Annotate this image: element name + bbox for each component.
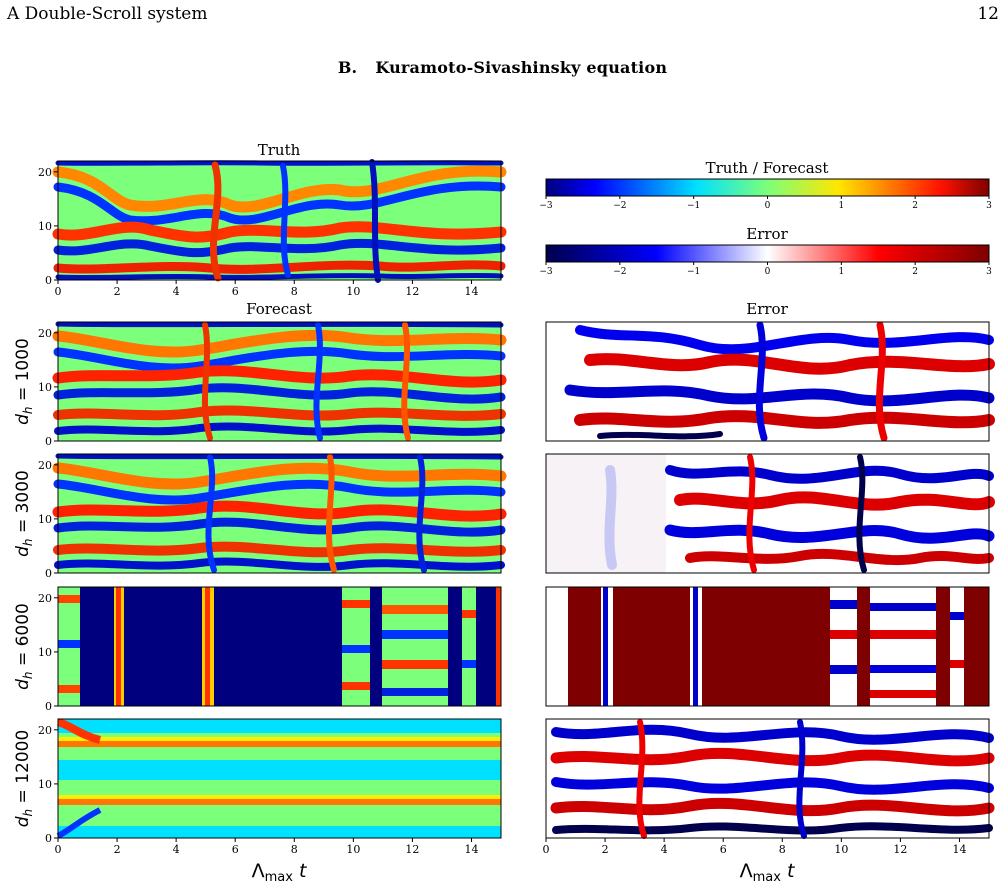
- y-tick-label: 20: [38, 592, 52, 605]
- y-tick-label: 0: [45, 274, 52, 287]
- truth-title: Truth: [258, 141, 301, 159]
- x-tick-label: 4: [173, 843, 180, 856]
- section-label: B.: [337, 58, 358, 77]
- y-tick-label: 10: [38, 220, 52, 233]
- error-panel-3000: [545, 453, 995, 574]
- colorbar-tick-label: 0: [765, 201, 771, 211]
- error-panel-6000: [545, 586, 990, 707]
- x-tick-label: 12: [405, 843, 419, 856]
- x-tick-label: 12: [405, 285, 419, 298]
- x-tick-label: 8: [291, 843, 298, 856]
- x-tick-label: 10: [346, 285, 360, 298]
- x-tick-label: 4: [661, 843, 668, 856]
- y-tick-label: 20: [38, 327, 52, 340]
- y-tick-label: 0: [45, 567, 52, 580]
- colorbar-tick-label: −3: [539, 267, 553, 277]
- section-title: Kuramoto-Sivashinsky equation: [375, 58, 668, 77]
- y-tick-label: 10: [38, 778, 52, 791]
- x-tick-label: 0: [55, 843, 62, 856]
- x-tick-label: 10: [346, 843, 360, 856]
- x-tick-label: 14: [952, 843, 966, 856]
- y-tick-label: 0: [45, 435, 52, 448]
- x-label-left: Λmax t: [252, 860, 308, 885]
- colorbar-tick-label: 0: [765, 267, 771, 277]
- x-tick-label: 2: [114, 285, 121, 298]
- colorbar-truth-ticks: −3 −2 −1 0 1 2 3: [539, 196, 992, 211]
- x-tick-label: 8: [779, 843, 786, 856]
- colorbar-truth-title: Truth / Forecast: [706, 159, 829, 177]
- colorbar-error: [545, 244, 990, 263]
- x-tick-label: 6: [232, 285, 239, 298]
- y-tick-label: 0: [45, 832, 52, 845]
- colorbar-tick-label: −2: [613, 201, 626, 211]
- x-tick-label: 2: [114, 843, 121, 856]
- x-tick-label: 4: [173, 285, 180, 298]
- y-tick-label: 20: [38, 724, 52, 737]
- colorbar-tick-label: 2: [912, 267, 918, 277]
- row-label: dh = 12000: [13, 730, 35, 828]
- forecast-panel-6000: [57, 586, 502, 707]
- forecast-panel-12000: [56, 718, 502, 839]
- forecast-panel-3000: [52, 453, 507, 574]
- x-tick-label: 0: [55, 285, 62, 298]
- x-tick-label: 10: [834, 843, 848, 856]
- truth-panel: [52, 159, 507, 283]
- x-tick-label: 14: [464, 285, 478, 298]
- x-tick-label: 8: [291, 285, 298, 298]
- colorbar-truth: [545, 178, 990, 197]
- colorbar-tick-label: 3: [986, 267, 992, 277]
- x-tick-label: 6: [232, 843, 239, 856]
- colorbar-tick-label: −3: [539, 201, 553, 211]
- x-tick-label: 6: [720, 843, 727, 856]
- colorbar-error-ticks: −3 −2 −1 0 1 2 3: [539, 262, 992, 277]
- row-label: dh = 3000: [13, 470, 35, 557]
- x-tick-label: 14: [464, 843, 478, 856]
- x-tick-label: 12: [893, 843, 907, 856]
- forecast-panel-1000: [52, 321, 507, 442]
- y-tick-label: 20: [38, 166, 52, 179]
- colorbar-tick-label: −1: [687, 267, 700, 277]
- colorbar-tick-label: 3: [986, 201, 992, 211]
- y-tick-label: 10: [38, 646, 52, 659]
- y-tick-label: 10: [38, 513, 52, 526]
- x-tick-label: 0: [543, 843, 550, 856]
- row-labels: dh = 1000 dh = 3000 dh = 6000 dh = 12000: [13, 338, 35, 827]
- row-label: dh = 1000: [13, 338, 35, 425]
- x-label-right: Λmax t: [740, 860, 796, 885]
- error-panel-1000: [545, 321, 995, 442]
- error-panel-12000: [545, 718, 995, 839]
- page-number: 12: [977, 4, 999, 24]
- y-tick-label: 10: [38, 381, 52, 394]
- xlabel-right: Λmax t: [740, 860, 796, 885]
- y-tick-label: 20: [38, 459, 52, 472]
- running-header: A Double-Scroll system: [7, 4, 208, 24]
- colorbar-tick-label: 2: [912, 201, 918, 211]
- section-heading: B. Kuramoto-Sivashinsky equation: [0, 58, 1005, 77]
- row-label: dh = 6000: [13, 603, 35, 690]
- error-title: Error: [746, 300, 788, 318]
- colorbar-error-title: Error: [746, 225, 788, 243]
- colorbar-tick-label: −1: [687, 201, 700, 211]
- colorbar-tick-label: −2: [613, 267, 626, 277]
- xlabel-left: Λmax t: [252, 860, 308, 885]
- forecast-title: Forecast: [246, 300, 312, 318]
- colorbar-tick-label: 1: [838, 201, 844, 211]
- y-tick-label: 0: [45, 700, 52, 713]
- colorbar-tick-label: 1: [838, 267, 844, 277]
- x-tick-label: 2: [602, 843, 609, 856]
